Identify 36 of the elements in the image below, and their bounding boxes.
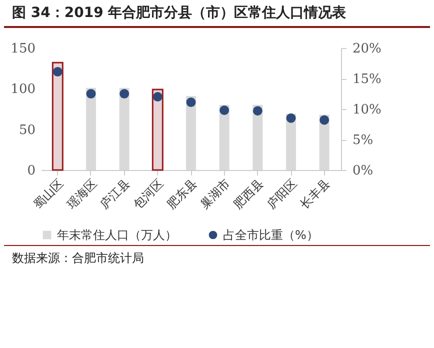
x-tick-label: 庐阳区 [264,176,300,212]
x-tick-label: 长丰县 [297,176,333,212]
x-tick-label: 瑶海区 [64,176,100,212]
y-tick-label: 100 [10,82,36,98]
point [320,115,330,125]
y2-tick-label: 10% [352,102,382,118]
x-tick-label: 巢湖市 [197,176,233,212]
chart-title: 图 34：2019 年合肥市分县（市）区常住人口情况表 [4,0,430,28]
y2-tick-label: 20% [352,42,382,56]
point [86,89,96,98]
x-tick-label: 肥西县 [230,176,266,212]
legend-label: 年末常住人口（万人） [57,228,177,242]
y-tick-label: 150 [10,42,36,56]
bar [119,88,130,170]
x-tick-label: 蜀山区 [30,176,66,212]
point [220,105,230,115]
x-tick-label: 庐江县 [97,176,133,212]
y2-tick-label: 0% [352,164,374,178]
source-note: 数据来源：合肥市统计局 [4,245,430,271]
bar [86,88,96,170]
y-tick-label: 0 [27,164,36,178]
bar [186,96,196,170]
y2-tick-label: 15% [352,72,382,87]
point [152,92,162,102]
y-tick-label: 50 [18,122,36,138]
x-tick-label: 肥东县 [164,176,200,212]
point [252,106,262,116]
point [120,89,130,98]
point [286,113,296,123]
bar [52,62,64,171]
legend-label: 占全市比重（%） [223,228,318,242]
point [52,67,62,77]
y2-tick-label: 5% [352,133,374,148]
point [186,98,196,108]
bar [152,88,164,171]
x-tick-label: 包河区 [130,176,166,212]
